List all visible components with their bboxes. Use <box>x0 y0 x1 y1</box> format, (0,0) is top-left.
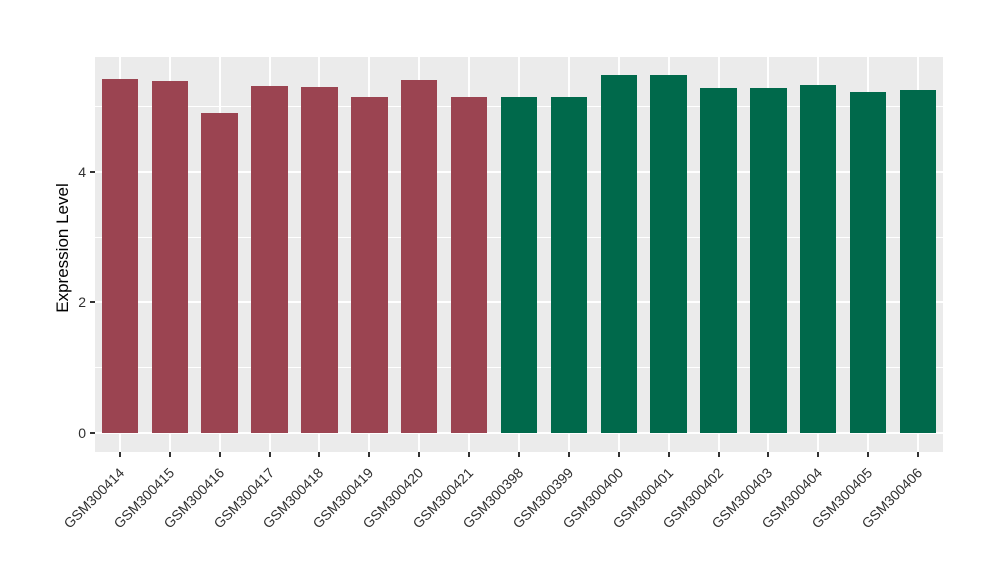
x-tick-mark-GSM300405 <box>867 452 870 457</box>
x-tick-mark-GSM300404 <box>817 452 820 457</box>
bar-GSM300398 <box>500 97 538 434</box>
x-tick-mark-GSM300419 <box>368 452 371 457</box>
bar-GSM300406 <box>899 89 937 434</box>
bar-GSM300403 <box>750 87 787 434</box>
x-tick-mark-GSM300401 <box>667 452 670 457</box>
bar-GSM300400 <box>600 75 637 434</box>
bar-GSM300418 <box>301 87 338 434</box>
bar-GSM300402 <box>700 88 737 434</box>
x-tick-mark-GSM300400 <box>617 452 620 457</box>
x-tick-mark-GSM300417 <box>268 452 271 457</box>
y-tick-label-2: 2 <box>78 294 86 311</box>
x-tick-label-GSM300406: GSM300406 <box>858 464 926 532</box>
bar-GSM300420 <box>401 79 438 434</box>
x-tick-mark-GSM300418 <box>318 452 321 457</box>
bar-GSM300401 <box>650 75 687 434</box>
x-tick-mark-GSM300420 <box>418 452 421 457</box>
bar-GSM300417 <box>251 86 288 434</box>
plot-panel <box>95 57 943 452</box>
bar-GSM300419 <box>351 96 388 434</box>
bar-GSM300405 <box>849 91 887 434</box>
x-tick-mark-GSM300421 <box>468 452 471 457</box>
x-tick-mark-GSM300403 <box>767 452 770 457</box>
bar-GSM300415 <box>151 80 189 434</box>
y-tick-mark-2 <box>90 301 95 304</box>
x-tick-mark-GSM300406 <box>917 452 920 457</box>
x-tick-mark-GSM300402 <box>717 452 720 457</box>
y-axis-title: Expression Level <box>53 183 72 313</box>
bar-GSM300399 <box>550 97 588 434</box>
y-tick-label-0: 0 <box>78 425 86 442</box>
y-tick-mark-4 <box>90 170 95 173</box>
y-tick-label-4: 4 <box>78 163 86 180</box>
x-tick-mark-GSM300416 <box>218 452 221 457</box>
bar-GSM300421 <box>450 97 488 434</box>
y-tick-mark-0 <box>90 432 95 435</box>
bar-GSM300414 <box>101 78 139 434</box>
x-tick-mark-GSM300414 <box>118 452 121 457</box>
x-tick-mark-GSM300415 <box>168 452 171 457</box>
x-tick-mark-GSM300399 <box>567 452 570 457</box>
x-tick-mark-GSM300398 <box>518 452 520 457</box>
bar-GSM300404 <box>800 85 837 434</box>
bar-GSM300416 <box>201 113 238 434</box>
